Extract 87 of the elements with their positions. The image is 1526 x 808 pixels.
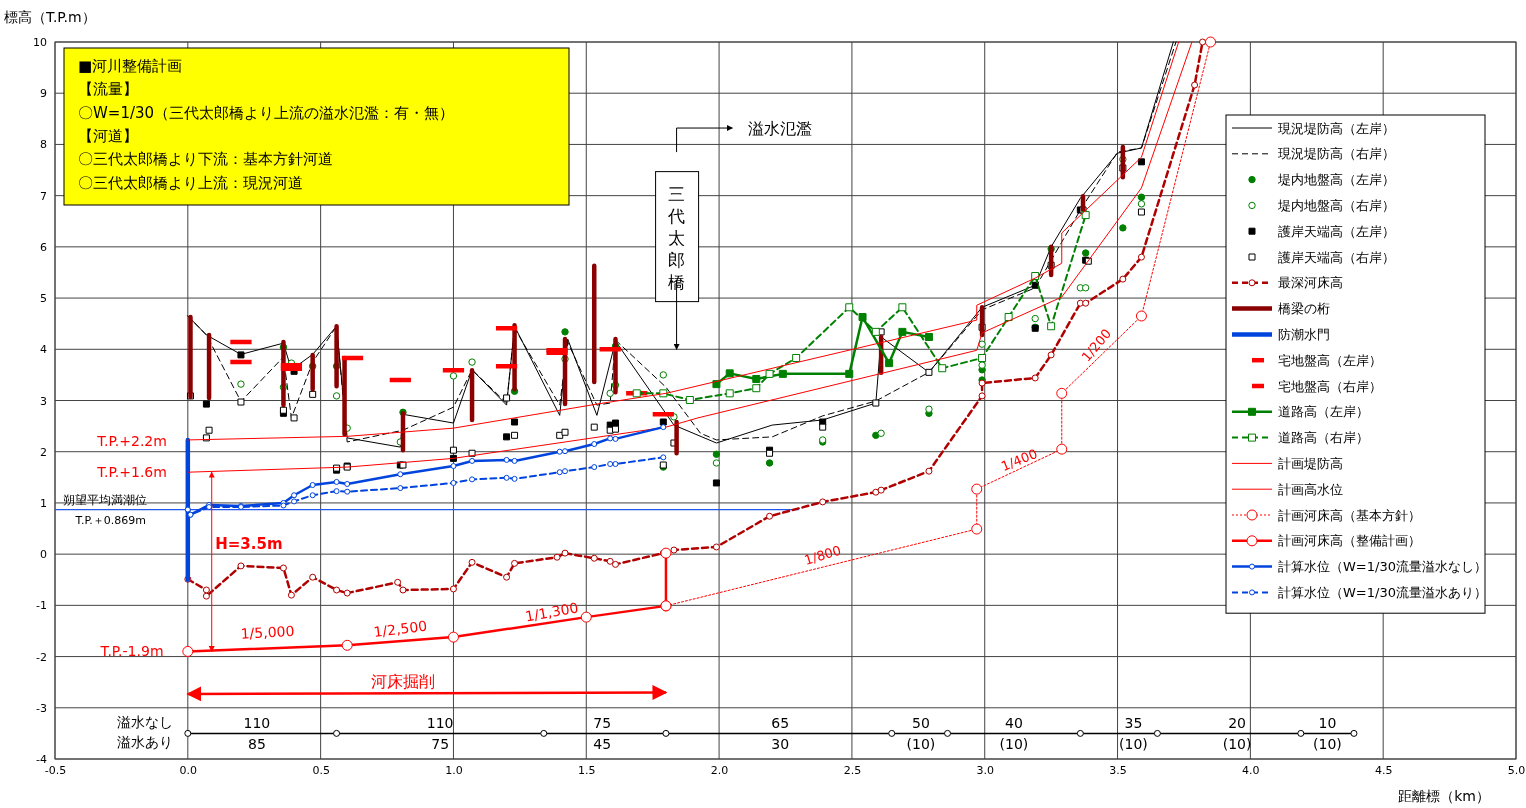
legend-label: 計画河床高（基本方針） [1278,507,1421,523]
y-tick-label: 0 [40,548,47,562]
x-tick-label: 5.0 [1507,763,1526,777]
annotation: 【河道】 [78,126,138,145]
legend-label: 計画堤防高 [1278,455,1343,471]
annotation: 〇三代太郎橋より下流：基本方針河道 [78,150,333,169]
y-tick-label: 7 [40,189,47,203]
annotation: 75 [593,715,612,732]
x-tick-label: 2.0 [710,763,729,777]
x-tick-label: 1.0 [445,763,463,777]
ref-line-label: 朔望平均満潮位 [63,492,147,507]
legend-label: 最深河床高 [1278,275,1343,291]
legend-label: 道路高（右岸） [1278,430,1369,446]
annotation: 〇三代太郎橋より上流：現況河道 [78,173,303,192]
x-tick-label: 4.0 [1242,763,1260,777]
annotation: 1/1,300 [523,599,580,625]
legend-label: 現況堤防高（右岸） [1278,146,1395,162]
y-tick-label: -4 [36,753,47,767]
y-tick-label: 2 [40,445,47,459]
x-tick-label: 4.5 [1374,763,1393,777]
y-tick-label: -1 [36,599,47,613]
legend-label: 計算水位（W=1/30流量溢水あり） [1278,584,1487,600]
annotation: 1/800 [802,542,843,568]
annotation: T.P.-1.9m [99,643,164,660]
annotation: 10 [1318,715,1337,732]
x-axis-title: 距離標（km） [1398,788,1490,804]
legend-label: 橋梁の桁 [1278,301,1330,317]
annotation: 三代太郎橋 [667,183,686,292]
annotation: 1/5,000 [240,622,295,642]
legend-label: 護岸天端高（右岸） [1278,249,1395,265]
y-tick-label: 10 [33,36,47,50]
x-tick-label: 1.5 [578,763,596,777]
annotation: 河床掘削 [370,671,435,691]
legend-label: 計画河床高（整備計画） [1278,533,1421,549]
annotation: (10) [906,735,936,752]
legend-label: 宅地盤高（左岸） [1278,352,1382,368]
y-tick-label: 3 [40,394,47,408]
x-tick-label: 3.5 [1109,763,1127,777]
annotation: 溢水氾濫 [748,118,813,138]
annotation: 溢水あり [117,734,174,750]
y-tick-label: 6 [40,240,47,254]
annotation: 50 [912,715,930,732]
legend-label: 計画高水位 [1278,481,1343,497]
legend-label: 計算水位（W=1/30流量溢水なし） [1278,559,1487,575]
legend-label: 宅地盤高（右岸） [1278,378,1382,394]
y-tick-label: 5 [40,292,47,306]
annotation: 溢水なし [117,714,174,731]
annotation: 〇W=1/30（三代太郎橋より上流の溢水氾濫：有・無） [78,103,455,122]
y-tick-label: 4 [40,343,47,357]
x-tick-label: -0.5 [44,763,67,777]
annotation: 1/400 [999,445,1040,474]
y-tick-label: -3 [36,701,47,715]
annotation: 45 [593,735,612,752]
annotation: 1/2,500 [372,617,428,641]
annotation: 【流量】 [78,80,138,99]
annotation: 85 [247,735,266,752]
legend-label: 道路高（左岸） [1278,404,1369,420]
annotation: T.P.＋0.869m [74,514,147,528]
y-tick-label: 1 [40,496,47,510]
legend-label: 堤内地盤高（左岸） [1277,172,1395,188]
annotation: 40 [1005,715,1023,732]
x-tick-label: 3.0 [976,763,994,777]
annotation: T.P.+2.2m [96,433,167,450]
annotation: 65 [771,715,790,732]
annotation: 35 [1124,715,1143,732]
x-tick-label: 0.0 [179,763,198,777]
annotation: (10) [1119,735,1148,752]
legend-label: 現況堤防高（左岸） [1278,120,1395,136]
y-axis-title: 標高（T.P.m） [4,9,96,25]
y-tick-label: 9 [40,87,47,101]
annotation: ■河川整備計画 [78,57,183,75]
legend-label: 護岸天端高（左岸） [1278,223,1395,239]
annotation: 110 [426,715,454,732]
annotation: 30 [771,735,790,752]
x-tick-label: 0.5 [312,763,330,777]
x-tick-label: 2.5 [843,763,862,777]
annotation: 110 [243,715,271,732]
legend-label: 堤内地盤高（右岸） [1277,197,1395,213]
annotation: T.P.+1.6m [96,464,167,481]
annotation: H=3.5m [215,534,283,553]
annotation: (10) [1313,735,1342,752]
y-tick-label: 8 [40,138,47,152]
annotation: (10) [999,735,1029,752]
y-tick-label: -2 [36,650,47,664]
legend-label: 防潮水門 [1278,326,1330,342]
annotation: 20 [1228,715,1246,732]
annotation: 75 [431,735,450,752]
